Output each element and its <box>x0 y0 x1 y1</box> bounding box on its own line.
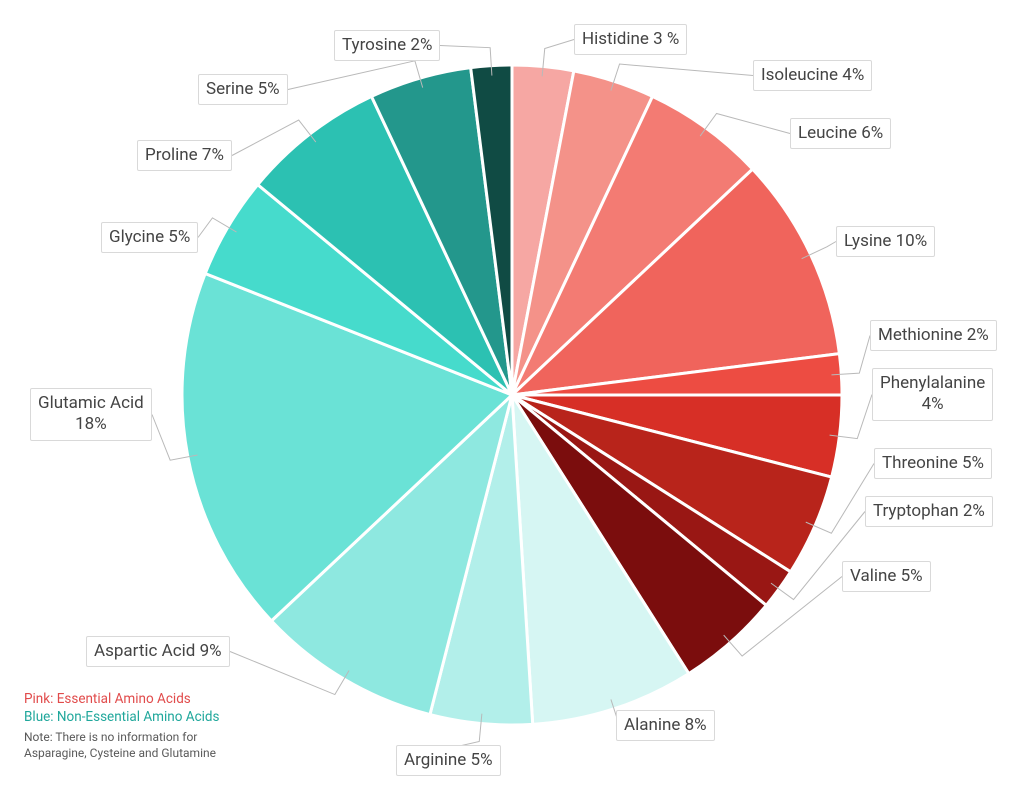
amino-acid-pie-chart: Pink: Essential Amino Acids Blue: Non-Es… <box>0 0 1024 791</box>
legend-nonessential: Blue: Non-Essential Amino Acids <box>24 708 254 726</box>
slice-label-aspartic-acid: Aspartic Acid 9% <box>86 636 230 667</box>
slice-label-tryptophan: Tryptophan 2% <box>865 496 993 527</box>
slice-label-leucine: Leucine 6% <box>790 118 891 149</box>
slice-label-serine: Serine 5% <box>198 74 288 105</box>
slice-label-methionine: Methionine 2% <box>870 320 997 351</box>
slice-label-lysine: Lysine 10% <box>836 226 935 257</box>
slice-label-tyrosine: Tyrosine 2% <box>334 30 440 61</box>
slice-label-glycine: Glycine 5% <box>101 222 198 253</box>
slice-label-valine: Valine 5% <box>842 561 931 592</box>
slice-label-histidine: Histidine 3 % <box>574 24 687 55</box>
slice-label-phenylalanine: Phenylalanine 4% <box>872 368 993 421</box>
slice-label-threonine: Threonine 5% <box>874 448 992 479</box>
slice-label-alanine: Alanine 8% <box>616 710 715 741</box>
slice-label-isoleucine: Isoleucine 4% <box>753 60 872 91</box>
slice-label-glutamic-acid: Glutamic Acid 18% <box>30 388 152 441</box>
slice-label-proline: Proline 7% <box>137 140 232 171</box>
legend-essential: Pink: Essential Amino Acids <box>24 690 254 708</box>
legend-box: Pink: Essential Amino Acids Blue: Non-Es… <box>24 690 254 761</box>
slice-label-arginine: Arginine 5% <box>396 745 501 776</box>
legend-note: Note: There is no information for Aspara… <box>24 729 254 761</box>
